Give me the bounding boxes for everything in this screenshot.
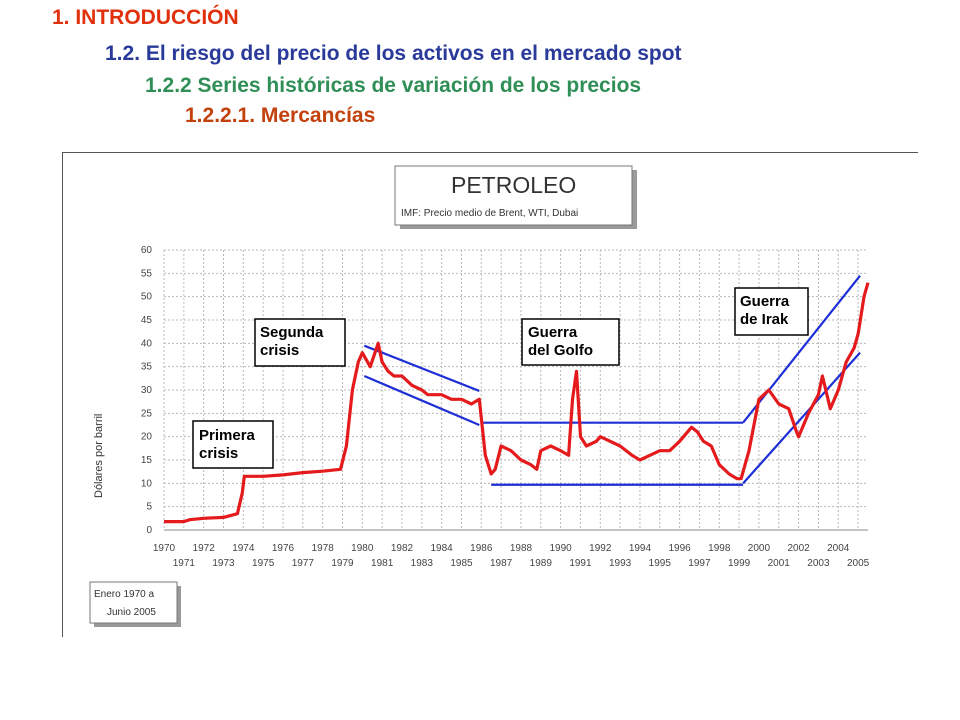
x-tick-label: 2003 [807, 558, 830, 569]
x-tick-label: 1974 [232, 543, 255, 554]
title-box: PETROLEO IMF: Precio medio de Brent, WTI… [394, 165, 637, 229]
heading-topic: 1.2.2.1. Mercancías [185, 104, 376, 127]
y-tick-label: 10 [141, 478, 153, 489]
x-tick-label: 1994 [629, 543, 652, 554]
y-tick-label: 25 [141, 408, 153, 419]
x-tick-label: 1976 [272, 543, 295, 554]
y-tick-label: 30 [141, 385, 153, 396]
callout-box-guerra-irak [734, 287, 809, 336]
x-tick-label: 1987 [490, 558, 513, 569]
x-tick-label: 1973 [212, 558, 235, 569]
x-tick-label: 1982 [391, 543, 414, 554]
x-tick-label: 1993 [609, 558, 632, 569]
callout-box-segunda-crisis [254, 318, 346, 367]
series-line-oil-price [164, 282, 870, 524]
y-axis-tick-labels: 0 5 10 15 20 25 30 35 40 45 50 55 60 [141, 245, 153, 536]
x-tick-label: 1989 [530, 558, 553, 569]
x-tick-label: 1992 [589, 543, 612, 554]
heading-subsection: 1.2. El riesgo del precio de los activos… [105, 42, 682, 65]
trend-line [363, 374, 480, 427]
y-tick-label: 15 [141, 455, 153, 466]
y-tick-label: 50 [141, 292, 153, 303]
slide-frame-left-border [62, 152, 63, 637]
x-tick-label: 1986 [470, 543, 493, 554]
x-tick-label: 2001 [768, 558, 791, 569]
chart-subtitle: IMF: Precio medio de Brent, WTI, Dubai [401, 208, 578, 219]
callout-box-guerra-golfo [521, 318, 620, 366]
oil-price-chart: PETROLEO IMF: Precio medio de Brent, WTI… [89, 165, 870, 627]
trend-line [363, 344, 480, 392]
y-axis-label: Dólares por barril [93, 414, 105, 498]
y-tick-label: 60 [141, 245, 153, 256]
date-range-line1: Enero 1970 a [94, 589, 154, 600]
trend-line [742, 351, 861, 485]
x-tick-label: 2004 [827, 543, 850, 554]
annotation-callouts: Primera crisis Segunda crisis Guerra del… [192, 287, 809, 469]
trend-line [742, 274, 861, 424]
x-tick-label: 1980 [351, 543, 374, 554]
heading-section: 1. INTRODUCCIÓN [52, 6, 239, 29]
callout-segunda-crisis-line1: Segunda [260, 324, 324, 341]
y-tick-label: 5 [146, 502, 152, 513]
x-tick-label: 1997 [688, 558, 711, 569]
x-tick-label: 1988 [510, 543, 533, 554]
slide-frame-top-border [62, 152, 918, 153]
x-tick-label: 2005 [847, 558, 870, 569]
y-tick-label: 0 [146, 525, 152, 536]
callout-box-primera-crisis [192, 420, 274, 469]
x-axis-tick-labels: 1970 1972 1974 1976 1978 1980 1982 1984 1986 1988… [153, 543, 870, 569]
x-tick-label: 1977 [292, 558, 315, 569]
x-tick-label: 1985 [450, 558, 473, 569]
callout-primera-crisis-line2: crisis [199, 445, 238, 462]
x-tick-label: 1970 [153, 543, 176, 554]
callout-primera-crisis-line1: Primera [199, 427, 256, 444]
callout-guerra-irak-line1: Guerra [740, 293, 790, 310]
callout-guerra-irak-line2: de Irak [740, 311, 789, 328]
x-tick-label: 1971 [173, 558, 196, 569]
callout-guerra-golfo-line2: del Golfo [528, 342, 593, 359]
y-tick-label: 35 [141, 362, 153, 373]
callout-segunda-crisis-line2: crisis [260, 342, 299, 359]
date-range-box: Enero 1970 a Junio 2005 [89, 581, 181, 627]
x-tick-label: 2000 [748, 543, 771, 554]
x-tick-label: 1984 [431, 543, 454, 554]
callout-guerra-golfo-line1: Guerra [528, 324, 578, 341]
y-tick-label: 20 [141, 432, 153, 443]
x-tick-label: 1975 [252, 558, 275, 569]
chart-title: PETROLEO [451, 172, 576, 198]
x-tick-label: 1998 [708, 543, 731, 554]
x-tick-label: 1990 [549, 543, 572, 554]
x-tick-label: 2002 [787, 543, 810, 554]
x-tick-label: 1983 [411, 558, 434, 569]
date-range-line2: Junio 2005 [107, 607, 156, 618]
trend-lines [363, 274, 861, 486]
heading-subsubsection: 1.2.2 Series históricas de variación de … [145, 74, 642, 97]
y-tick-label: 40 [141, 338, 153, 349]
x-tick-label: 1996 [668, 543, 691, 554]
x-tick-label: 1995 [649, 558, 672, 569]
y-tick-label: 45 [141, 315, 153, 326]
x-tick-label: 1978 [312, 543, 335, 554]
x-tick-label: 1999 [728, 558, 751, 569]
x-tick-label: 1979 [331, 558, 354, 569]
y-tick-label: 55 [141, 268, 153, 279]
x-tick-label: 1972 [193, 543, 216, 554]
x-tick-label: 1991 [569, 558, 592, 569]
x-tick-label: 1981 [371, 558, 394, 569]
